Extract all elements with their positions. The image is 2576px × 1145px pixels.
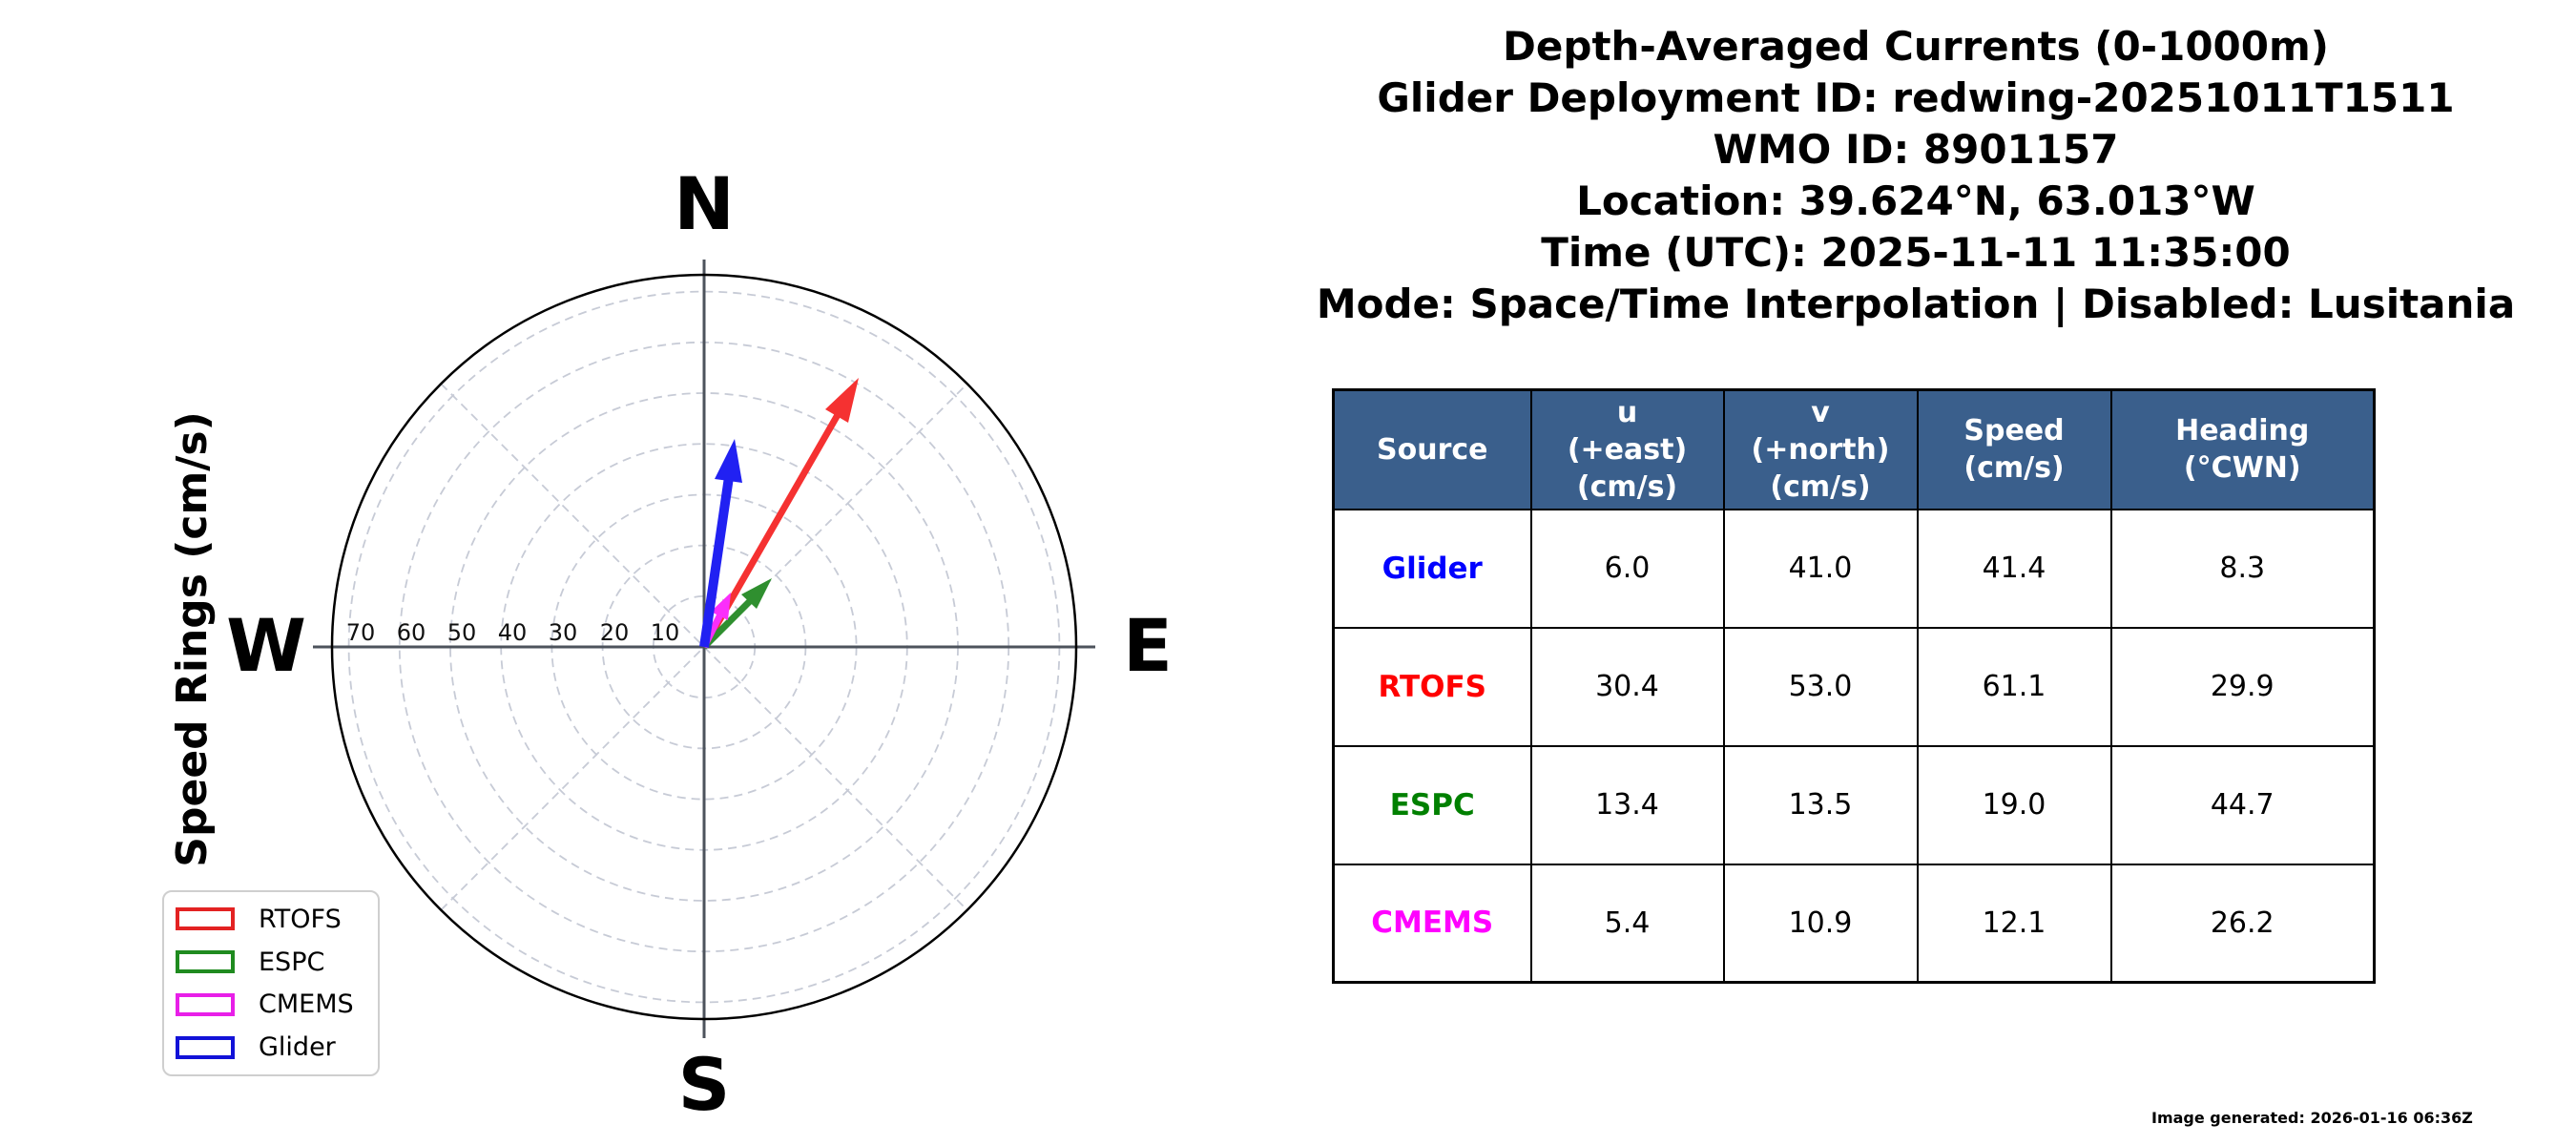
compass-label-south: S xyxy=(678,1042,731,1127)
table-row-espc: ESPC 13.4 13.5 19.0 44.7 xyxy=(1332,744,2376,865)
outer-boundary-circle xyxy=(330,273,1078,1021)
table-row-glider: Glider 6.0 41.0 41.4 8.3 xyxy=(1332,508,2376,629)
legend-label: RTOFS xyxy=(259,904,342,934)
legend-swatch-cmems xyxy=(176,992,235,1016)
wmo-id-line: WMO ID: 8901157 xyxy=(1713,126,2119,173)
legend-swatch-espc xyxy=(176,950,235,974)
rtofs-v-value: 53.0 xyxy=(1722,626,1919,747)
glider-u-value: 6.0 xyxy=(1529,508,1725,629)
plot-legend: RTOFS ESPC CMEMS Glider xyxy=(162,890,380,1076)
legend-entry-rtofs: RTOFS xyxy=(176,905,378,934)
legend-swatch-rtofs xyxy=(176,907,235,931)
glider-heading-value: 8.3 xyxy=(2109,508,2376,629)
cmems-v-value: 10.9 xyxy=(1722,863,1919,984)
header-v-north: v (+north) (cm/s) xyxy=(1722,388,1919,510)
ring-label-50: 50 xyxy=(447,619,477,646)
rtofs-heading-value: 29.9 xyxy=(2109,626,2376,747)
source-label-rtofs: RTOFS xyxy=(1332,626,1532,747)
espc-heading-value: 44.7 xyxy=(2109,744,2376,865)
ring-label-70: 70 xyxy=(346,619,376,646)
ring-label-20: 20 xyxy=(600,619,630,646)
compass-label-north: N xyxy=(674,161,735,246)
legend-entry-glider: Glider xyxy=(176,1032,378,1062)
mode-line: Mode: Space/Time Interpolation | Disable… xyxy=(1316,281,2516,327)
cmems-heading-value: 26.2 xyxy=(2109,863,2376,984)
cmems-speed-value: 12.1 xyxy=(1916,863,2112,984)
cmems-u-value: 5.4 xyxy=(1529,863,1725,984)
table-row-rtofs: RTOFS 30.4 53.0 61.1 29.9 xyxy=(1332,626,2376,747)
ring-tick-labels: 70 60 50 40 30 20 10 xyxy=(346,619,680,646)
glider-v-value: 41.0 xyxy=(1722,508,1919,629)
rtofs-speed-value: 61.1 xyxy=(1916,626,2112,747)
vector-arrow-espc xyxy=(701,578,772,650)
location-line: Location: 39.624°N, 63.013°W xyxy=(1576,177,2255,224)
time-line: Time (UTC): 2025-11-11 11:35:00 xyxy=(1541,229,2291,276)
deployment-id-line: Glider Deployment ID: redwing-20251011T1… xyxy=(1377,74,2455,121)
compass-label-east: E xyxy=(1123,603,1173,688)
legend-swatch-glider xyxy=(176,1035,235,1059)
ring-label-10: 10 xyxy=(651,619,680,646)
table-row-cmems: CMEMS 5.4 10.9 12.1 26.2 xyxy=(1332,863,2376,984)
legend-label: ESPC xyxy=(259,947,325,977)
image-generated-timestamp: Image generated: 2026-01-16 06:36Z xyxy=(2151,1109,2473,1127)
title-block: Depth-Averaged Currents (0-1000m) Glider… xyxy=(1256,21,2576,330)
legend-entry-cmems: CMEMS xyxy=(176,989,378,1019)
speed-rings-axis-label: Speed Rings (cm/s) xyxy=(168,411,217,867)
legend-label: Glider xyxy=(259,1032,336,1063)
compass-label-west: W xyxy=(226,603,306,688)
legend-entry-espc: ESPC xyxy=(176,947,378,977)
source-label-cmems: CMEMS xyxy=(1332,863,1532,984)
source-label-espc: ESPC xyxy=(1332,744,1532,865)
header-source: Source xyxy=(1332,388,1532,510)
legend-label: CMEMS xyxy=(259,989,354,1020)
ring-label-30: 30 xyxy=(549,619,578,646)
espc-u-value: 13.4 xyxy=(1529,744,1725,865)
current-comparison-table: Source u (+east) (cm/s) v (+north) (cm/s… xyxy=(1332,388,2376,984)
header-u-east: u (+east) (cm/s) xyxy=(1529,388,1725,510)
ring-label-40: 40 xyxy=(498,619,528,646)
source-label-glider: Glider xyxy=(1332,508,1532,629)
compass-axes xyxy=(313,260,1095,1038)
header-speed: Speed (cm/s) xyxy=(1916,388,2112,510)
table-header-row: Source u (+east) (cm/s) v (+north) (cm/s… xyxy=(1332,388,2376,510)
espc-speed-value: 19.0 xyxy=(1916,744,2112,865)
header-heading: Heading (°CWN) xyxy=(2109,388,2376,510)
polar-current-plot: 70 60 50 40 30 20 10 N S E W xyxy=(226,161,1173,1127)
espc-v-value: 13.5 xyxy=(1722,744,1919,865)
glider-speed-value: 41.4 xyxy=(1916,508,2112,629)
page-title: Depth-Averaged Currents (0-1000m) xyxy=(1503,23,2329,70)
vector-arrow-glider xyxy=(699,439,742,648)
ring-label-60: 60 xyxy=(397,619,426,646)
rtofs-u-value: 30.4 xyxy=(1529,626,1725,747)
